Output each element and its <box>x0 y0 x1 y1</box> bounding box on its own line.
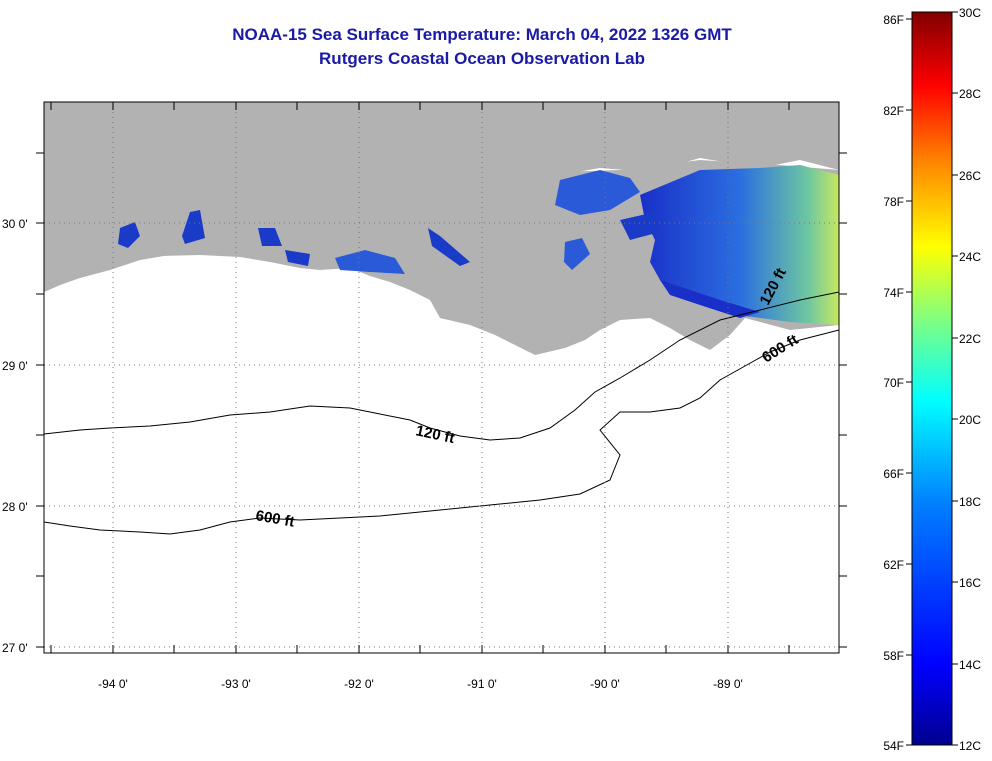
colorbar-c-label: 26C <box>959 169 981 183</box>
sst-patch-2 <box>182 210 205 244</box>
colorbar <box>911 11 953 746</box>
sst-patch-7 <box>564 238 590 270</box>
lat-label: 28 0' <box>2 500 28 514</box>
lon-label: -94 0' <box>98 677 128 691</box>
lon-label: -91 0' <box>467 677 497 691</box>
colorbar-c-label: 14C <box>959 658 981 672</box>
colorbar-f-label: 82F <box>883 104 904 118</box>
lat-label: 30 0' <box>2 217 28 231</box>
colorbar-f-label: 86F <box>883 13 904 27</box>
sst-patch-5 <box>335 250 405 274</box>
colorbar-f-label: 74F <box>883 286 904 300</box>
colorbar-f-label: 70F <box>883 376 904 390</box>
tick-marks <box>36 102 847 653</box>
sst-patch-4 <box>285 250 310 266</box>
colorbar-f-label: 58F <box>883 649 904 663</box>
title-line-2: Rutgers Coastal Ocean Observation Lab <box>319 49 645 68</box>
colorbar-f-label: 54F <box>883 739 904 753</box>
colorbar-f-label: 78F <box>883 195 904 209</box>
colorbar-c-label: 24C <box>959 250 981 264</box>
lat-label: 27 0' <box>2 641 28 655</box>
lat-label: 29 0' <box>2 359 28 373</box>
lon-label: -93 0' <box>221 677 251 691</box>
colorbar-c-label: 30C <box>959 6 981 20</box>
colorbar-c-label: 18C <box>959 495 981 509</box>
lon-label: -90 0' <box>590 677 620 691</box>
sst-patch-1 <box>118 222 140 248</box>
colorbar-c-label: 16C <box>959 576 981 590</box>
title-line-1: NOAA-15 Sea Surface Temperature: March 0… <box>232 25 732 44</box>
land-mass <box>44 102 839 292</box>
sst-patch-6 <box>428 228 470 266</box>
sst-patch-bay <box>555 170 640 215</box>
colorbar-f-label: 66F <box>883 467 904 481</box>
graticule <box>44 102 839 653</box>
colorbar-f-label: 62F <box>883 558 904 572</box>
sst-patch-east <box>640 165 839 325</box>
colorbar-c-label: 22C <box>959 332 981 346</box>
sst-patch-8 <box>620 212 660 240</box>
contour-120ft <box>44 291 839 441</box>
colorbar-c-label: 12C <box>959 739 981 753</box>
colorbar-c-label: 28C <box>959 87 981 101</box>
map-frame <box>43 101 840 654</box>
sst-patch-shelf <box>660 280 760 318</box>
land-coast <box>44 160 839 355</box>
lon-label: -89 0' <box>713 677 743 691</box>
contour-600ft <box>44 329 839 535</box>
colorbar-c-label: 20C <box>959 413 981 427</box>
sst-patch-3 <box>258 228 282 246</box>
colorbar-ticks <box>906 11 958 746</box>
lon-label: -92 0' <box>344 677 374 691</box>
contour-label: 600 ft <box>254 507 296 531</box>
